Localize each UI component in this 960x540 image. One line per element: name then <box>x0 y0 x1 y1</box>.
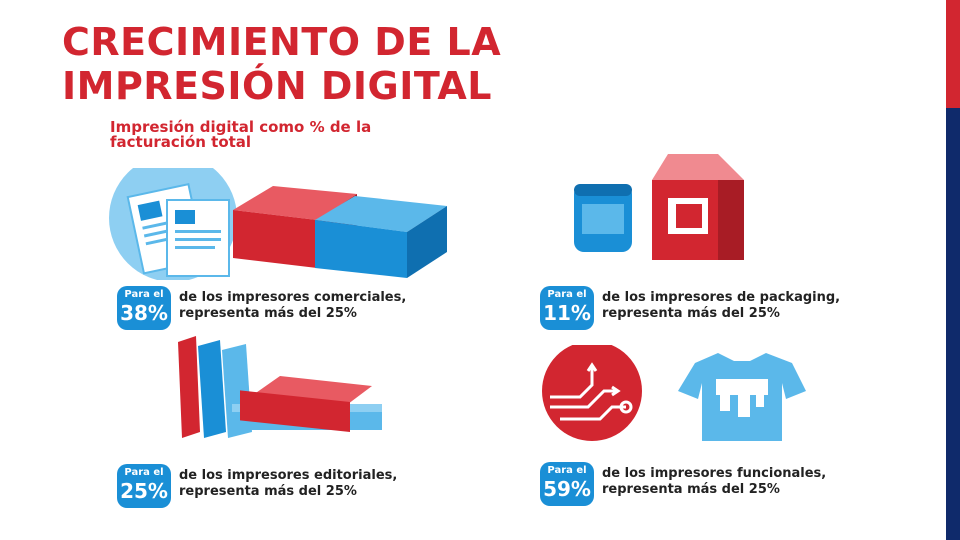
badge-para: Para el <box>547 289 587 300</box>
stat-line2: representa más del 25% <box>602 306 780 321</box>
stat-text: de los impresores comerciales, represent… <box>179 290 439 322</box>
slide-title-line2: IMPRESIÓN DIGITAL <box>62 64 492 108</box>
books-icon <box>178 336 382 438</box>
packaging-icon <box>574 154 744 260</box>
badge-para: Para el <box>124 289 164 300</box>
stat-line1: de los impresores editoriales, <box>179 468 398 483</box>
badge-para: Para el <box>547 465 587 476</box>
stat-line1: de los impresores funcionales, <box>602 466 827 481</box>
badge-pct: 38% <box>120 301 168 325</box>
stat-text: de los impresores de packaging, represen… <box>602 290 862 322</box>
badge-para: Para el <box>124 467 164 478</box>
subtitle-line2: facturación total <box>110 133 252 151</box>
stat-badge: Para el 38% <box>117 286 171 330</box>
stat-line2: representa más del 25% <box>602 482 780 497</box>
infographic-subtitle: Impresión digital como % de la facturaci… <box>110 120 430 150</box>
documents-icon <box>109 168 447 280</box>
badge-pct: 11% <box>543 301 591 325</box>
stat-badge: Para el 25% <box>117 464 171 508</box>
slide-title: CRECIMIENTO DE LA IMPRESIÓN DIGITAL <box>62 20 622 108</box>
stat-text: de los impresores editoriales, represent… <box>179 468 439 500</box>
accent-bar-navy <box>946 108 960 540</box>
subtitle-line1: Impresión digital como % de la <box>110 118 372 136</box>
stat-line1: de los impresores de packaging, <box>602 290 841 305</box>
circuit-icon <box>542 345 806 441</box>
stat-badge: Para el 59% <box>540 462 594 506</box>
accent-bar-red <box>946 0 960 108</box>
stat-line2: representa más del 25% <box>179 306 357 321</box>
stat-line2: representa más del 25% <box>179 484 357 499</box>
badge-pct: 59% <box>543 477 591 501</box>
slide-title-line1: CRECIMIENTO DE LA <box>62 20 502 64</box>
stat-line1: de los impresores comerciales, <box>179 290 407 305</box>
badge-pct: 25% <box>120 479 168 503</box>
stat-badge: Para el 11% <box>540 286 594 330</box>
stat-text: de los impresores funcionales, represent… <box>602 466 862 498</box>
